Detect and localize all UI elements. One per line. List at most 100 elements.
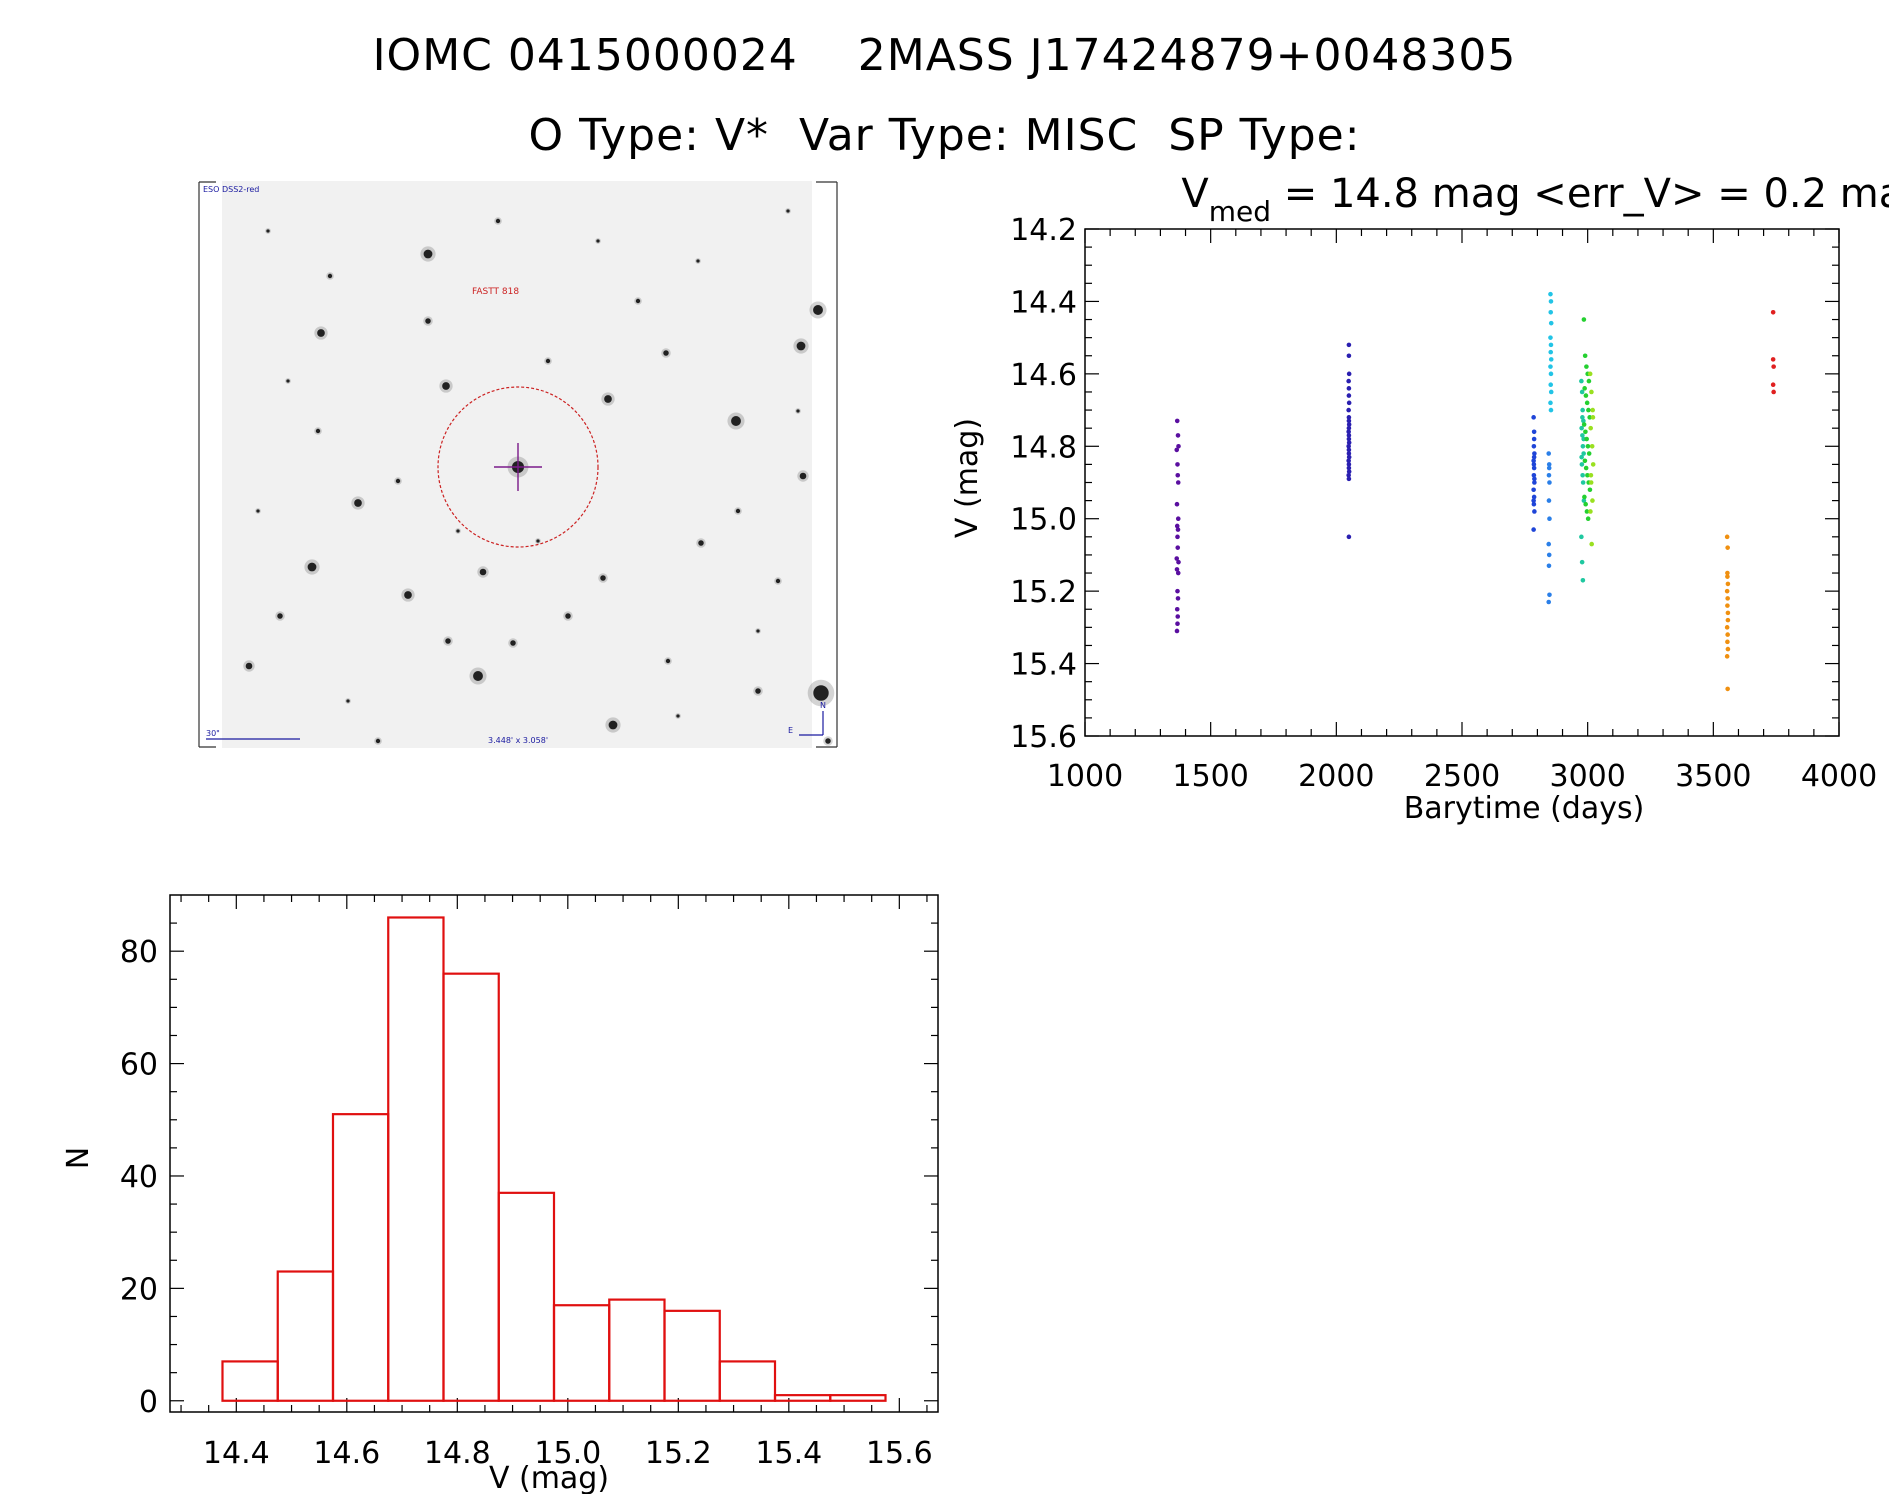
- light-curve-y-tick-label: 15.6: [1010, 720, 1077, 755]
- light-curve-point: [1174, 418, 1180, 424]
- light-curve-point: [1585, 472, 1590, 478]
- light-curve-point: [1548, 371, 1554, 377]
- light-curve-point: [1346, 534, 1352, 540]
- light-curve-point: [1771, 389, 1776, 395]
- star-halo: [477, 566, 489, 578]
- star: [327, 273, 333, 279]
- light-curve-point: [1176, 443, 1181, 449]
- light-curve-point: [1548, 400, 1553, 406]
- light-curve-point: [1346, 436, 1352, 442]
- star: [266, 229, 270, 233]
- light-curve-point: [1548, 357, 1554, 362]
- light-curve-point: [1771, 364, 1776, 369]
- light-curve-point: [1174, 447, 1180, 453]
- histogram-x-tick-label: 15.0: [534, 1436, 601, 1471]
- star-halo: [755, 628, 761, 634]
- light-curve-point: [1547, 516, 1552, 522]
- light-curve-point: [1346, 465, 1352, 471]
- light-curve-point: [1346, 469, 1352, 474]
- light-curve-point: [1548, 364, 1553, 369]
- light-curve-point: [1583, 465, 1589, 471]
- light-curve-point: [1546, 472, 1552, 478]
- histogram-x-tick-label: 14.4: [203, 1436, 270, 1471]
- light-curve-point: [1590, 462, 1596, 467]
- histogram-bar: [497, 1191, 556, 1402]
- star-halo: [605, 717, 621, 733]
- star: [676, 714, 680, 718]
- star: [825, 738, 831, 744]
- star: [375, 738, 381, 744]
- light-curve-point: [1346, 407, 1351, 413]
- light-curve-point: [1346, 422, 1352, 427]
- star: [698, 540, 704, 546]
- star: [256, 509, 260, 513]
- star: [425, 318, 431, 324]
- light-curve-x-tick-label: 3500: [1675, 759, 1751, 794]
- light-curve-point: [1579, 534, 1584, 540]
- star: [665, 658, 671, 664]
- light-curve-point: [1725, 603, 1730, 608]
- light-curve-point: [1579, 389, 1585, 395]
- light-curve-point: [1174, 628, 1180, 634]
- light-curve-point: [1547, 480, 1552, 485]
- light-curve-point: [1346, 472, 1351, 478]
- star: [307, 562, 317, 572]
- light-curve-y-tick-label: 15.2: [1010, 575, 1077, 610]
- star: [277, 613, 283, 619]
- light-curve-point: [1548, 382, 1554, 388]
- star-halo: [595, 238, 601, 244]
- star: [346, 699, 350, 703]
- histogram-y-tick-label: 80: [120, 935, 158, 970]
- star-halo: [823, 736, 833, 746]
- light-curve-point: [1581, 451, 1586, 456]
- star: [735, 508, 741, 514]
- light-curve-point: [1346, 447, 1352, 453]
- finder-chart-image: ESO DSS2-red FASTT 818 30" 3.448' x 3.05…: [198, 181, 838, 748]
- light-curve-point: [1546, 552, 1552, 558]
- light-curve-point: [1531, 443, 1537, 449]
- light-curve-point: [1588, 472, 1594, 478]
- light-curve-point: [1174, 606, 1180, 612]
- light-curve-x-label: Barytime (days): [1404, 791, 1645, 826]
- light-curve-point: [1174, 567, 1180, 572]
- light-curve-y-tick-label: 15.0: [1010, 503, 1077, 538]
- light-curve-point: [1548, 349, 1554, 355]
- light-curve-title-rest: = 14.8 mag <err_V> = 0.2 mag: [1271, 171, 1889, 217]
- star-halo: [544, 357, 552, 365]
- light-curve-point: [1532, 480, 1537, 485]
- light-curve-point: [1725, 639, 1730, 645]
- star-halo: [304, 559, 320, 575]
- light-curve-point: [1725, 646, 1731, 652]
- light-curve-point: [1531, 494, 1537, 500]
- compass-icon: [799, 711, 824, 736]
- light-curve-point: [1548, 342, 1554, 348]
- star: [456, 529, 460, 533]
- star-halo: [807, 679, 835, 707]
- star: [604, 395, 612, 403]
- light-curve-point: [1346, 454, 1352, 460]
- light-curve-point: [1531, 498, 1536, 503]
- star: [536, 539, 540, 543]
- light-curve-point: [1548, 291, 1553, 297]
- light-curve-point: [1588, 509, 1593, 514]
- star-halo: [326, 272, 334, 280]
- light-curve-point: [1531, 527, 1536, 532]
- star: [635, 298, 641, 304]
- star: [799, 472, 807, 480]
- light-curve-point: [1346, 378, 1351, 384]
- star: [423, 249, 433, 259]
- histogram-bar: [608, 1298, 666, 1402]
- light-curve-point: [1725, 570, 1730, 576]
- light-curve-point: [1548, 407, 1554, 413]
- star-halo: [601, 392, 615, 406]
- light-curve-point: [1579, 378, 1584, 384]
- light-curve-point: [1725, 596, 1730, 601]
- star-halo: [675, 713, 681, 719]
- star-halo: [563, 611, 573, 621]
- star-halo: [508, 638, 518, 648]
- light-curve-point: [1581, 418, 1586, 424]
- light-curve-point: [1346, 433, 1352, 438]
- light-curve-point: [1546, 451, 1552, 456]
- light-curve-point: [1531, 458, 1536, 464]
- survey-label: ESO DSS2-red: [203, 185, 259, 194]
